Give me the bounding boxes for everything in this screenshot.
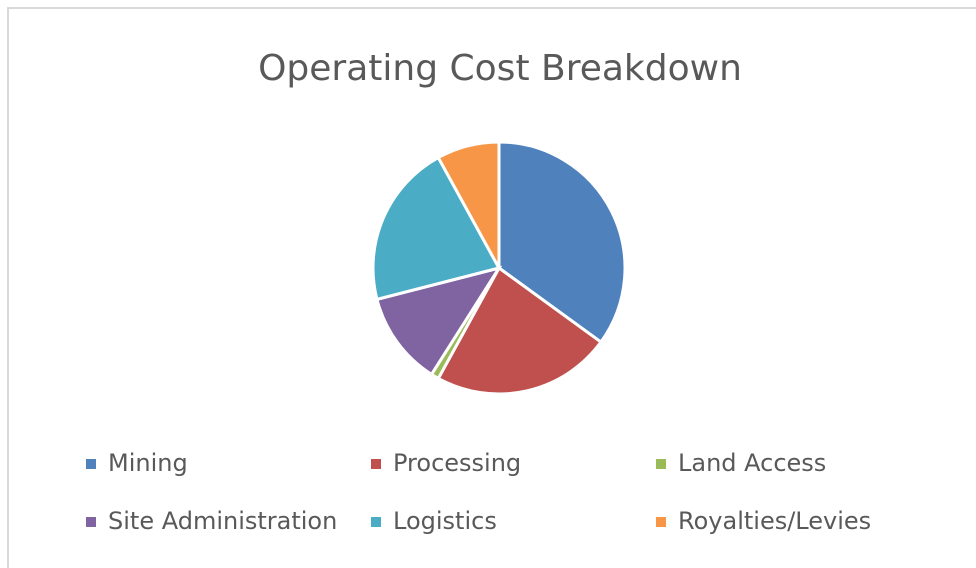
legend-marker <box>86 459 96 469</box>
pie-slice <box>371 155 502 302</box>
legend-label: Land Access <box>678 449 826 477</box>
legend-label: Mining <box>108 449 188 477</box>
legend-label: Processing <box>393 449 521 477</box>
legend-label: Logistics <box>393 507 497 535</box>
pie-slice <box>436 140 501 269</box>
legend-marker <box>86 517 96 527</box>
legend-marker <box>371 459 381 469</box>
chart-title: Operating Cost Breakdown <box>258 48 742 89</box>
pie-slice <box>375 265 503 377</box>
legend-marker <box>371 517 381 527</box>
legend-label: Site Administration <box>108 507 337 535</box>
pie-slice <box>497 140 627 345</box>
pie-slice <box>436 265 604 396</box>
legend-label: Royalties/Levies <box>678 507 871 535</box>
legend-marker <box>656 517 666 527</box>
legend-marker <box>656 459 666 469</box>
